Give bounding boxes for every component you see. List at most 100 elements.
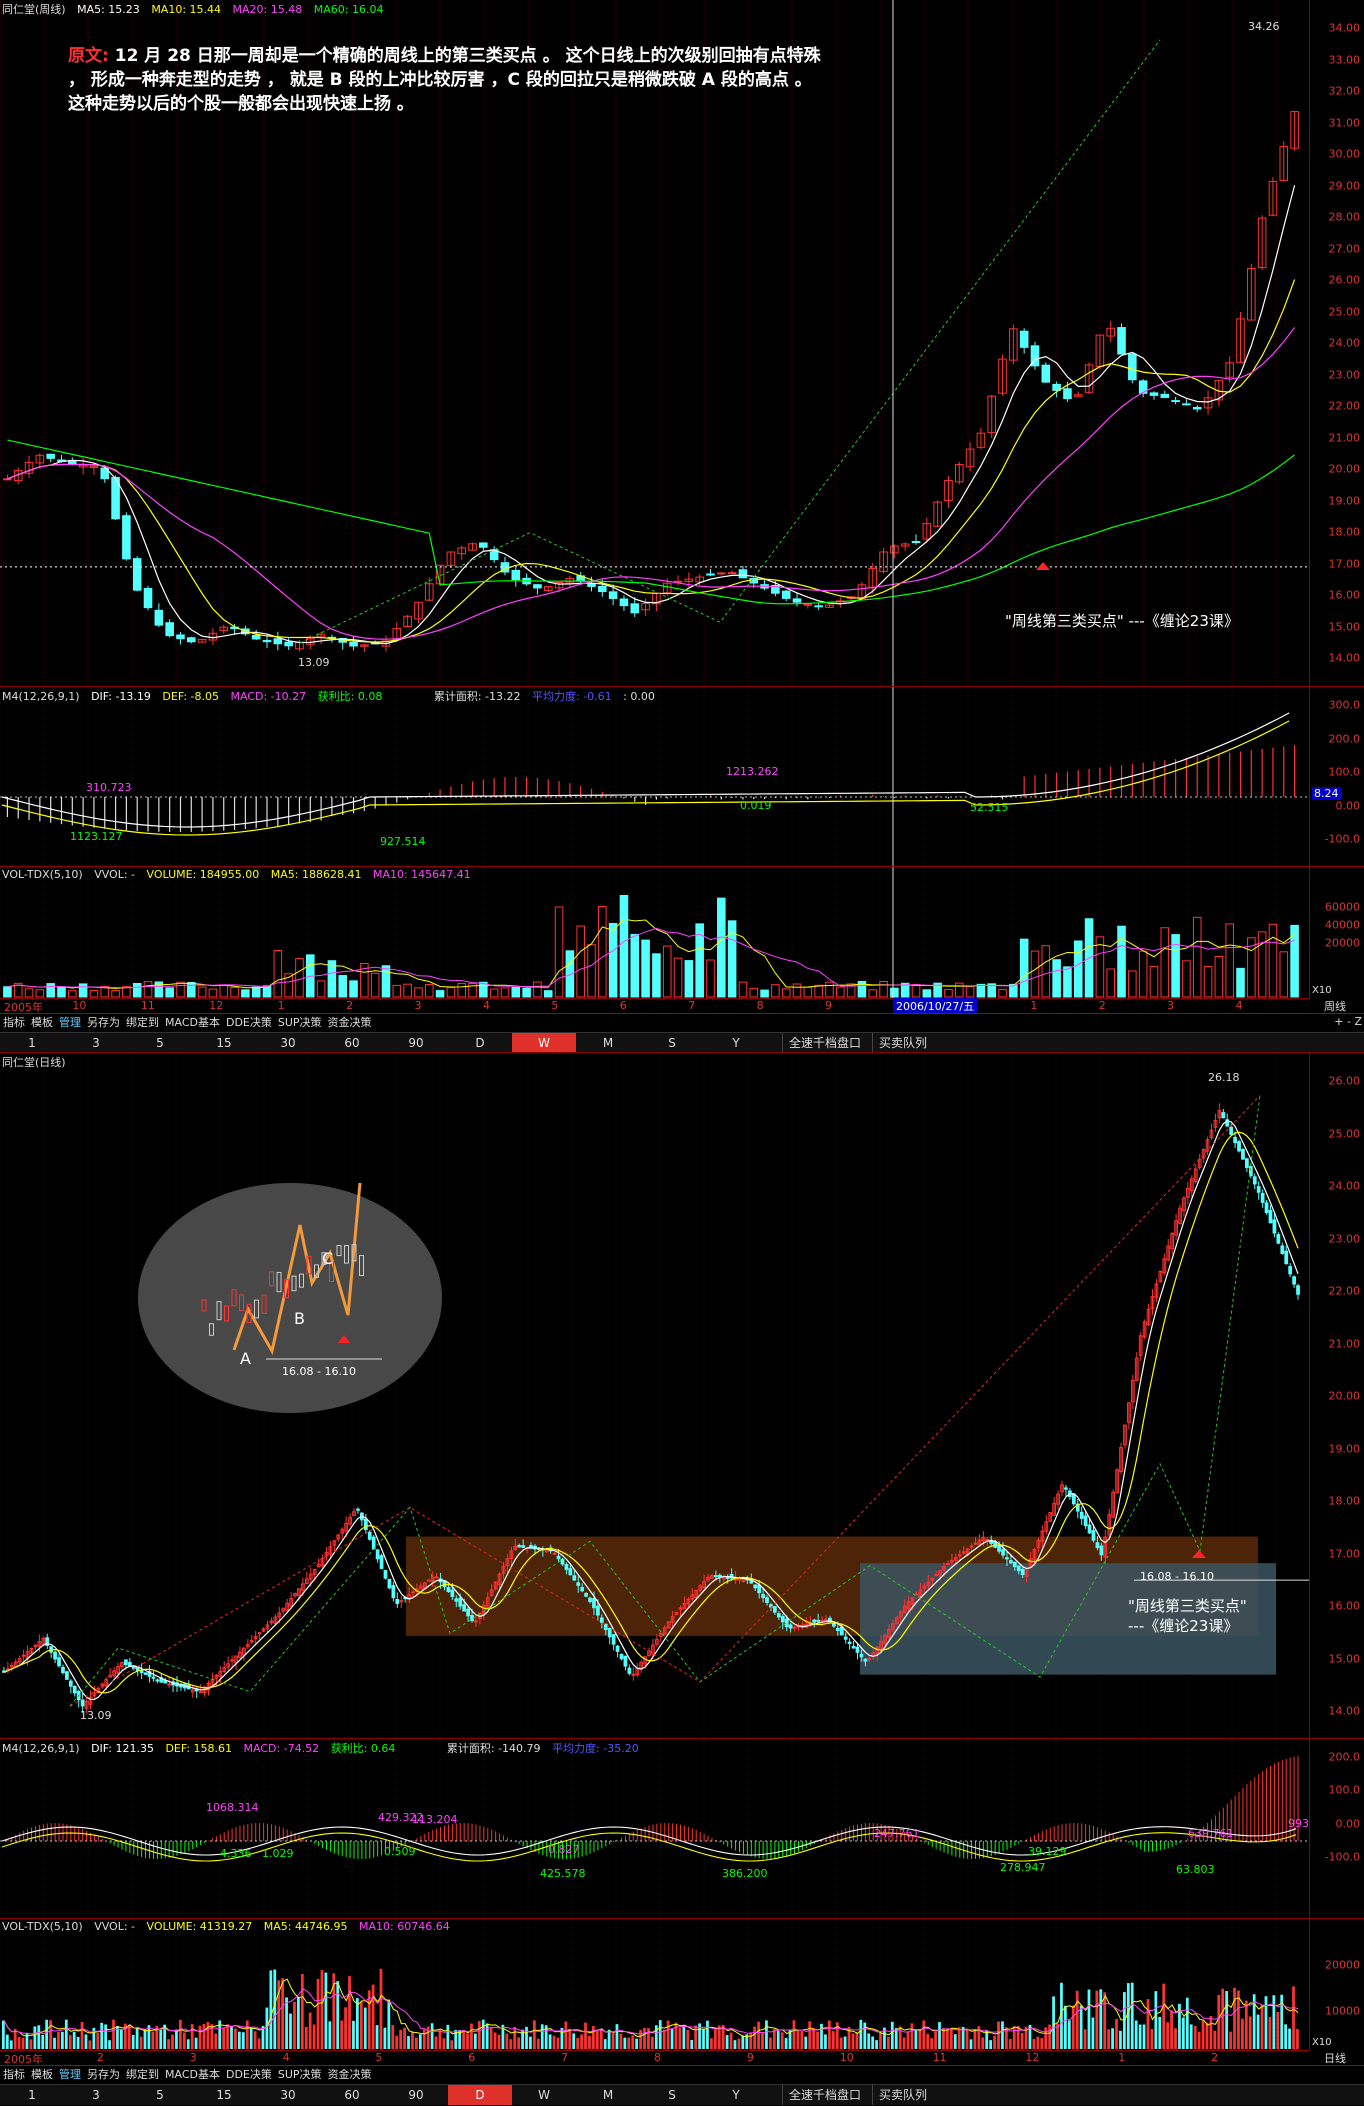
daily-volume-bar	[603, 2039, 607, 2049]
period-button[interactable]: W	[512, 1033, 576, 1053]
period-button[interactable]: 5	[156, 1036, 164, 1050]
weekly-volume-bar	[922, 989, 932, 998]
weekly-section: 同仁堂(周线) MA5: 15.23 MA10: 15.44 MA20: 15.…	[0, 0, 1364, 1053]
period-button[interactable]: S	[668, 2088, 676, 2102]
daily-candle-chart[interactable]	[0, 1053, 1310, 1739]
period-button[interactable]: 90	[408, 2088, 424, 2102]
period-button[interactable]: 1	[28, 1036, 36, 1050]
daily-candle	[230, 1659, 234, 1662]
daily-volume-bar	[100, 2022, 104, 2049]
daily-price-panel[interactable]: 同仁堂(日线) 26.00 25.00 24.00 23.00 22.00 21.00 20…	[0, 1052, 1364, 1739]
toolbar-item[interactable]: 资金决策	[327, 1016, 372, 1029]
weekly-volume-bar	[165, 987, 174, 998]
weekly-macd-panel[interactable]: M4(12,26,9,1) DIF: -13.19 DEF: -8.05 MAC…	[0, 686, 1364, 867]
toolbar-item[interactable]: 另存为	[87, 2068, 120, 2081]
daily-candle	[611, 1634, 616, 1645]
period-button[interactable]: 15	[216, 1036, 232, 1050]
period-button[interactable]: 3	[92, 2088, 100, 2102]
period-button[interactable]: M	[602, 1036, 614, 1050]
daily-candle	[88, 1696, 93, 1705]
period-button[interactable]: 30	[280, 2088, 296, 2102]
weekly-vol-panel[interactable]: VOL-TDX(5,10) VVOL: - VOLUME: 184955.00 …	[0, 866, 1364, 999]
period-button[interactable]: Y	[732, 2088, 740, 2102]
period-button[interactable]: 90	[408, 1036, 424, 1050]
toolbar-item[interactable]: DDE决策	[225, 2068, 272, 2081]
daily-candle	[1048, 1512, 1053, 1522]
toolbar-item[interactable]: 指标	[3, 1016, 25, 1029]
toolbar-item[interactable]: 管理	[59, 1016, 81, 1029]
toolbar-item[interactable]: 另存为	[87, 1016, 120, 1029]
daily-macd-label: 1068.314	[206, 1801, 259, 1814]
toolbar-item[interactable]: 绑定到	[126, 2068, 159, 2081]
period-ext-button[interactable]: 全速千档盘口	[782, 1033, 867, 1053]
toolbar-item[interactable]: 绑定到	[126, 1016, 159, 1029]
weekly-right-buttons[interactable]: + - Z	[1334, 1015, 1362, 1028]
toolbar-item[interactable]: 指标	[3, 2068, 25, 2081]
weekly-volume-bar	[1257, 931, 1267, 998]
daily-volume-bar	[1150, 2028, 1154, 2049]
time-axis-label: 2	[346, 999, 354, 1012]
daily-volume-bar	[1107, 2029, 1111, 2049]
time-axis-label: 4	[482, 999, 490, 1012]
toolbar-item[interactable]: MACD基本	[165, 2068, 220, 2081]
daily-volume-bar	[202, 2023, 206, 2049]
daily-volume-chart[interactable]	[0, 1919, 1310, 2051]
weekly-candle	[1171, 400, 1180, 403]
daily-candle	[588, 1597, 592, 1602]
daily-candle	[1264, 1202, 1269, 1214]
daily-candle	[324, 1552, 329, 1557]
daily-candle	[702, 1581, 706, 1589]
daily-vol-panel[interactable]: VOL-TDX(5,10) VVOL: - VOLUME: 41319.27 M…	[0, 1918, 1364, 2051]
daily-candle	[120, 1662, 124, 1667]
period-button[interactable]: 15	[216, 2088, 232, 2102]
daily-volume-bar	[257, 2038, 261, 2049]
weekly-price-axis-tick: 19.00	[1328, 494, 1361, 507]
period-button[interactable]: Y	[732, 1036, 740, 1050]
toolbar-item[interactable]: SUP决策	[277, 1016, 322, 1029]
toolbar-item[interactable]: SUP决策	[277, 2068, 322, 2081]
daily-candle	[285, 1602, 290, 1611]
period-button[interactable]: 5	[156, 2088, 164, 2102]
weekly-candle	[176, 634, 185, 640]
period-button[interactable]: 1	[28, 2088, 36, 2102]
toolbar-item[interactable]: 模板	[31, 1016, 53, 1029]
period-button[interactable]: M	[602, 2088, 614, 2102]
time-axis-label: 2005年	[4, 2053, 43, 2066]
weekly-macd-chart[interactable]: 310.723 1123.127 927.514 1213.262 0.019 52.51…	[0, 687, 1310, 867]
daily-macd-panel[interactable]: M4(12,26,9,1) DIF: 121.35 DEF: 158.61 MA…	[0, 1738, 1364, 1919]
period-button[interactable]: 60	[344, 1036, 360, 1050]
daily-candle	[1296, 1285, 1300, 1295]
period-ext-button[interactable]: 全速千档盘口	[782, 2085, 867, 2105]
weekly-candle-chart[interactable]	[0, 0, 1310, 686]
weekly-candle	[511, 569, 521, 581]
period-button[interactable]: 60	[344, 2088, 360, 2102]
weekly-price-axis-tick: 28.00	[1328, 210, 1361, 224]
period-ext-button[interactable]: 买卖队列	[872, 2085, 933, 2105]
daily-macd-label: 0.509	[384, 1845, 416, 1858]
toolbar-item[interactable]: 模板	[31, 2068, 53, 2081]
daily-macd-label: 278.947	[1000, 1861, 1046, 1874]
period-ext-button[interactable]: 买卖队列	[872, 1033, 933, 1053]
toolbar-item[interactable]: MACD基本	[165, 1016, 220, 1029]
toolbar-item[interactable]: 管理	[59, 2068, 81, 2081]
toolbar-item[interactable]: 资金决策	[327, 2068, 372, 2081]
period-button[interactable]: 3	[92, 1036, 100, 1050]
period-button[interactable]: 30	[280, 1036, 296, 1050]
weekly-volume-bar	[1041, 945, 1051, 998]
daily-volume-bar	[112, 2019, 115, 2049]
toolbar-item[interactable]: DDE决策	[225, 1016, 272, 1029]
daily-candle	[9, 1664, 14, 1668]
inset-candle	[291, 1275, 297, 1292]
daily-candle	[336, 1534, 341, 1540]
period-button[interactable]: D	[448, 2085, 512, 2105]
weekly-volume-chart[interactable]	[0, 867, 1310, 999]
period-button[interactable]: S	[668, 1036, 676, 1050]
weekly-price-panel[interactable]: 同仁堂(周线) MA5: 15.23 MA10: 15.44 MA20: 15.…	[0, 0, 1364, 686]
weekly-candle	[738, 569, 748, 579]
daily-candle	[780, 1616, 785, 1623]
period-button[interactable]: D	[475, 1036, 485, 1050]
daily-dif-line	[1, 1826, 1297, 1856]
daily-volume-bar	[788, 2029, 792, 2049]
period-button[interactable]: W	[538, 2088, 550, 2102]
